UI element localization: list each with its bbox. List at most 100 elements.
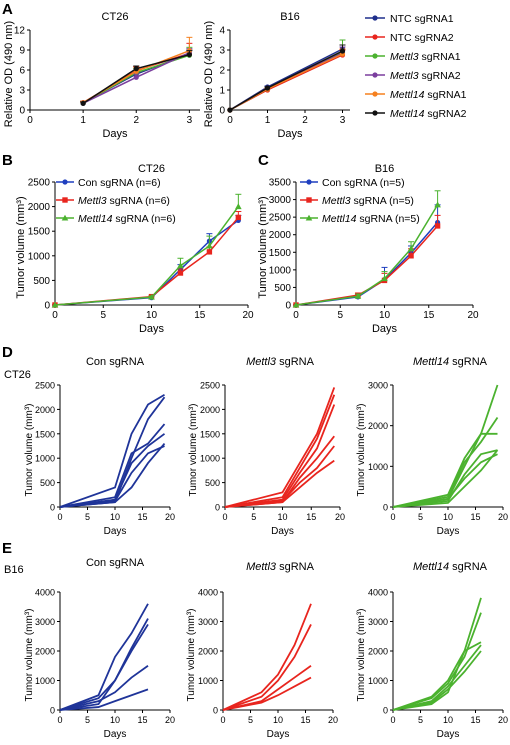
- data-point: [206, 242, 213, 249]
- y-axis-label: Tumor volume (mm³): [188, 404, 199, 497]
- x-tick-label: 1: [80, 115, 86, 126]
- legend-marker: [372, 91, 378, 97]
- y-tick-label: 0: [285, 301, 291, 312]
- data-point: [407, 245, 415, 252]
- series-line: [392, 597, 482, 711]
- x-axis-label: Days: [104, 729, 127, 740]
- chart-7: 0 1000 2000 3000 0 5 10 15 20 Days Tumor volume (m…: [356, 381, 508, 538]
- series-line: [59, 423, 166, 508]
- x-tick-label: 20: [328, 715, 338, 725]
- y-tick-label: 6: [19, 66, 25, 77]
- chart-title: B16: [375, 163, 395, 175]
- chart-4: 0 500 1000 1500 2000 2500 3000 3500 0 5 10 15 20 Days…: [257, 163, 479, 335]
- x-tick-label: 0: [220, 715, 225, 725]
- series-line: [392, 644, 482, 711]
- series-line: [222, 624, 312, 711]
- panel-d-title-mettl14: Mettl14 sgRNA: [413, 356, 488, 368]
- x-tick-label: 3: [187, 115, 193, 126]
- x-tick-label: 5: [337, 310, 343, 321]
- y-tick-label: 2500: [200, 381, 220, 391]
- y-tick-label: 2000: [35, 405, 55, 415]
- x-tick-label: 1: [265, 115, 271, 126]
- chart-3: 0 500 1000 1500 2000 2500 0 5 10 15 20 Days Tumor vo…: [15, 163, 254, 335]
- data-point: [51, 301, 59, 308]
- y-tick-label: 1000: [368, 462, 388, 472]
- data-point: [177, 270, 184, 276]
- series-line: [224, 394, 336, 508]
- y-tick-label: 2000: [368, 647, 388, 657]
- legend-a-item: NTC sgRNA2: [365, 32, 454, 44]
- x-tick-label: 0: [293, 310, 299, 321]
- y-tick-label: 500: [205, 478, 220, 488]
- y-tick-label: 4000: [198, 588, 218, 598]
- data-point: [206, 249, 213, 255]
- panel-letter-d: D: [2, 344, 13, 361]
- y-tick-label: 0: [383, 706, 388, 716]
- y-tick-label: 3: [19, 86, 25, 97]
- series-line: [392, 612, 482, 711]
- y-tick-label: 3000: [35, 617, 55, 627]
- x-tick-label: 15: [194, 310, 206, 321]
- data-point: [80, 100, 86, 106]
- legend-label: Mettl14 sgRNA2: [390, 108, 467, 120]
- x-tick-label: 10: [443, 715, 453, 725]
- x-tick-label: 0: [57, 715, 62, 725]
- legend-a-item: Mettl14 sgRNA1: [365, 89, 467, 101]
- series-line: [392, 449, 498, 508]
- x-tick-label: 10: [277, 512, 287, 522]
- legend-b-item: Con sgRNA (n=6): [56, 177, 161, 189]
- chart-6: 0 500 1000 1500 2000 2500 0 5 10 15 20 Days Tumor vo…: [188, 381, 345, 538]
- y-tick-label: 1500: [200, 429, 220, 439]
- y-tick-label: 3500: [269, 178, 292, 189]
- x-tick-label: 15: [470, 512, 480, 522]
- y-tick-label: 2000: [35, 647, 55, 657]
- x-tick-label: 10: [110, 512, 120, 522]
- legend-marker: [306, 179, 312, 185]
- x-axis-label: Days: [277, 128, 303, 140]
- data-point: [264, 85, 271, 91]
- x-tick-label: 5: [85, 512, 90, 522]
- panel-e-title-mettl3: Mettl3 sgRNA: [246, 561, 315, 573]
- x-axis-label: Days: [271, 526, 294, 537]
- chart-title: B16: [280, 11, 300, 23]
- data-point: [133, 66, 139, 72]
- x-tick-label: 20: [165, 715, 175, 725]
- legend-b-item: Mettl14 sgRNA (n=6): [56, 213, 176, 225]
- legend-c-item: Mettl3 sgRNA (n=5): [300, 195, 414, 207]
- x-tick-label: 15: [306, 512, 316, 522]
- x-tick-label: 15: [137, 512, 147, 522]
- x-tick-label: 20: [242, 310, 254, 321]
- x-tick-label: 5: [85, 715, 90, 725]
- panel-d-title-con: Con sgRNA: [86, 356, 145, 368]
- data-point: [354, 292, 362, 299]
- panel-letter-c: C: [258, 152, 269, 169]
- y-tick-label: 2500: [28, 178, 51, 189]
- x-tick-label: 5: [418, 715, 423, 725]
- x-tick-label: 15: [137, 715, 147, 725]
- legend-a-item: Mettl3 sgRNA2: [365, 70, 461, 82]
- y-tick-label: 2000: [368, 421, 388, 431]
- legend-label: Mettl3 sgRNA1: [390, 51, 461, 63]
- x-axis-label: Days: [437, 526, 460, 537]
- x-tick-label: 0: [227, 115, 233, 126]
- y-tick-label: 3000: [368, 381, 388, 391]
- legend-label: Mettl14 sgRNA (n=6): [78, 213, 176, 225]
- series-line: [59, 665, 149, 711]
- x-tick-label: 10: [379, 310, 391, 321]
- series-line: [59, 603, 149, 711]
- x-tick-label: 2: [133, 115, 139, 126]
- legend-b-item: Mettl3 sgRNA (n=6): [56, 195, 170, 207]
- x-tick-label: 5: [100, 310, 106, 321]
- legend-label: Mettl3 sgRNA (n=6): [78, 195, 170, 207]
- x-tick-label: 5: [418, 512, 423, 522]
- y-axis-label: Relative OD (490 nm): [3, 21, 15, 127]
- y-axis-label: Tumor volume (mm³): [24, 404, 35, 497]
- y-tick-label: 1000: [35, 454, 55, 464]
- y-tick-label: 3: [219, 46, 225, 57]
- y-tick-label: 1500: [269, 248, 292, 259]
- series-line: [222, 676, 312, 711]
- y-tick-label: 1000: [28, 251, 51, 262]
- panel-d-title-mettl3: Mettl3 sgRNA: [246, 356, 315, 368]
- data-point: [381, 275, 388, 282]
- x-axis-label: Days: [372, 323, 398, 335]
